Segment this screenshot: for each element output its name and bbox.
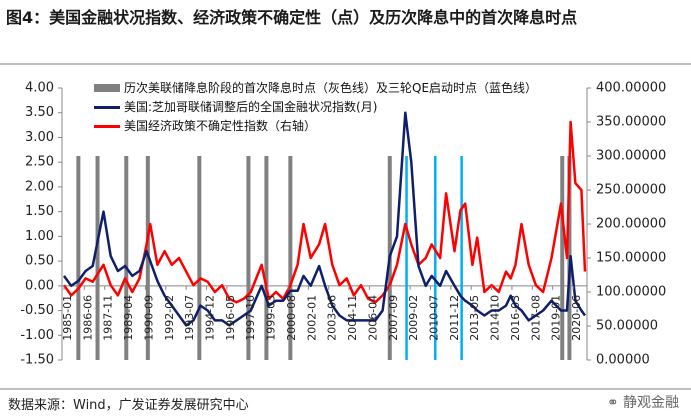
x-tick-label: 1999-03 [265, 295, 278, 341]
x-tick-label: 1996-05 [224, 295, 237, 341]
legend-item: 美国:芝加哥联储调整后的全国金融状况指数(月) [94, 99, 586, 116]
watermark-text: 静观金融 [623, 395, 679, 411]
x-tick-label: 2007-09 [387, 295, 400, 341]
legend-swatch [94, 80, 120, 97]
x-tick-label: 2020-06 [570, 295, 583, 341]
series-line [62, 111, 587, 327]
y-tick-label: 0.50 [25, 254, 54, 269]
y-tick-label: 1.00 [25, 229, 54, 244]
y2-tick-label: 350.00000 [596, 115, 666, 130]
legend-label: 历次美联储降息阶段的首次降息时点（灰色线）及三轮QE启动时点（蓝色线） [124, 81, 538, 95]
series-line [62, 120, 587, 304]
y-tick-label: 2.50 [25, 155, 54, 170]
x-tick-label: 2002-01 [305, 295, 318, 341]
x-tick-label: 2000-08 [285, 295, 298, 341]
legend: 历次美联储降息阶段的首次降息时点（灰色线）及三轮QE启动时点（蓝色线） 美国:芝… [94, 80, 586, 137]
y-tick-label: 3.00 [25, 130, 54, 145]
legend-swatch [94, 99, 120, 116]
x-tick-label: 2011-12 [448, 295, 461, 341]
y2-tick-label: 250.00000 [596, 183, 666, 198]
y-tick-label: -0.50 [20, 303, 54, 318]
x-tick-label: 1997-10 [244, 295, 257, 341]
y-tick-label: 3.50 [25, 105, 54, 120]
plot: -1.50 -1.00 -0.50 0.00 0.50 1.00 1.50 2.00 2.50 3… [20, 81, 666, 368]
y2-tick-label: 0.00000 [596, 353, 650, 368]
y-tick-label: 1.50 [25, 204, 54, 219]
y2-tick-label: 400.00000 [596, 81, 666, 96]
x-tick-label: 2017-08 [529, 295, 542, 341]
y-tick-label: 0.00 [25, 278, 54, 293]
legend-item: 美国经济政策不确定性指数（右轴） [94, 118, 586, 135]
legend-label: 美国:芝加哥联储调整后的全国金融状况指数(月) [124, 100, 378, 114]
swatch-mark [94, 105, 120, 109]
x-tick-label: 2010-07 [427, 295, 440, 341]
chart-title: 图4：美国金融状况指数、经济政策不确定性（点）及历次降息中的首次降息时点 [6, 8, 578, 27]
x-tick-label: 2006-04 [366, 295, 379, 341]
x-tick-label: 2014-10 [489, 295, 502, 341]
swatch-mark [94, 124, 120, 128]
x-tick-label: 1989-04 [122, 295, 135, 341]
y2-tick-label: 200.00000 [596, 217, 666, 232]
y-tick-label: 4.00 [25, 81, 54, 96]
x-tick-label: 1992-02 [163, 295, 176, 341]
y2-tick-label: 100.00000 [596, 285, 666, 300]
x-tick-label: 1990-09 [142, 295, 155, 341]
x-tick-label: 2016-03 [509, 295, 522, 341]
x-tick-label: 2009-02 [407, 295, 420, 341]
x-tick-label: 1985-01 [61, 295, 74, 341]
x-tick-label: 2004-11 [346, 295, 359, 341]
y2-tick-label: 300.00000 [596, 149, 666, 164]
legend-swatch [94, 118, 120, 135]
x-tick-label: 1987-11 [102, 295, 115, 341]
x-tick-label: 2019-01 [550, 295, 563, 341]
y2-tick-label: 50.00000 [596, 319, 658, 334]
x-tick-label: 2003-06 [326, 295, 339, 341]
legend-item: 历次美联储降息阶段的首次降息时点（灰色线）及三轮QE启动时点（蓝色线） [94, 80, 586, 97]
x-tick-label: 2013-05 [468, 295, 481, 341]
y-tick-label: 2.00 [25, 179, 54, 194]
x-tick-label: 1986-06 [81, 295, 94, 341]
watermark: ⚭ 静观金融 [606, 395, 679, 411]
legend-label: 美国经济政策不确定性指数（右轴） [124, 119, 317, 133]
swatch-mark [94, 84, 120, 92]
y-tick-label: -1.50 [20, 353, 54, 368]
source-note: 数据来源：Wind，广发证券发展研究中心 [8, 398, 249, 413]
y-tick-label: -1.00 [20, 328, 54, 343]
x-tick-label: 1993-07 [183, 295, 196, 341]
x-tick-label: 1994-12 [204, 295, 217, 341]
y2-tick-label: 150.00000 [596, 251, 666, 266]
